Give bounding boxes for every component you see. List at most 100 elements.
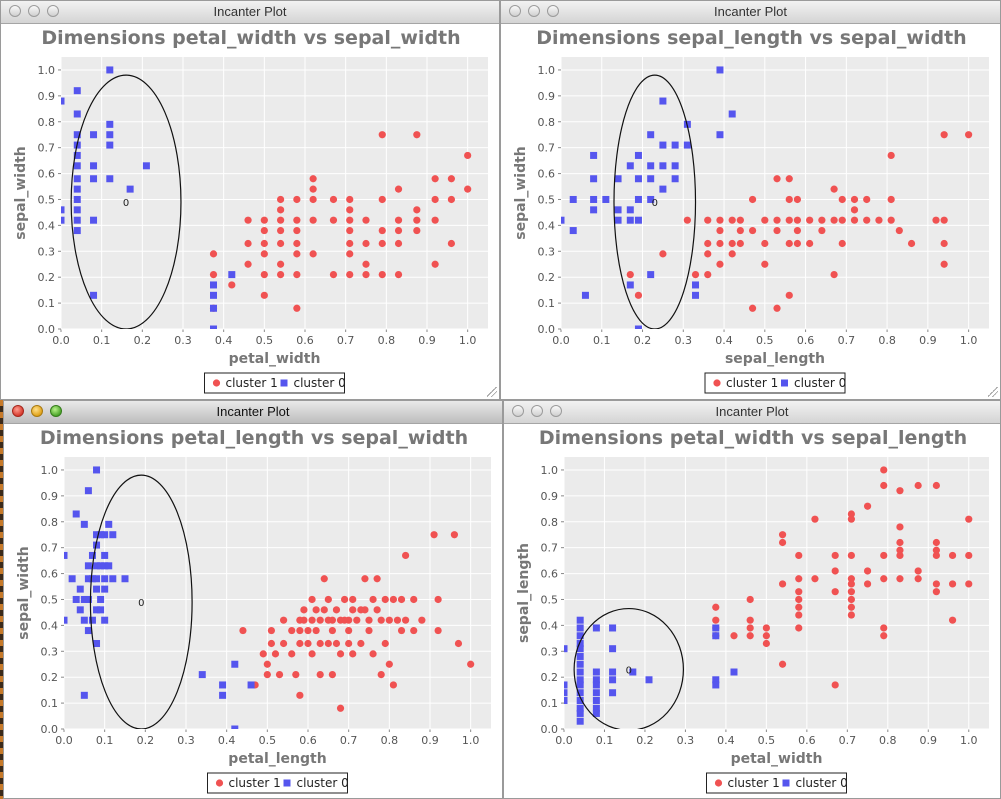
cluster-1-point <box>362 239 370 248</box>
close-button[interactable] <box>509 5 521 17</box>
cluster-1-point <box>785 216 793 224</box>
cluster-1-point <box>880 575 888 583</box>
cluster-1-point <box>965 551 973 560</box>
cluster-1-point <box>381 639 389 648</box>
cluster-0-point <box>609 645 617 653</box>
cluster-0-point <box>101 562 109 570</box>
cluster-0-point <box>84 487 92 495</box>
cluster-1-point <box>402 616 410 624</box>
minimize-button[interactable] <box>531 405 543 417</box>
cluster-1-point <box>349 595 357 604</box>
window-titlebar[interactable]: Incanter Plot <box>4 401 502 424</box>
y-tick-label: 0.0 <box>38 323 56 336</box>
cluster-1-point <box>320 575 328 583</box>
cluster-1-point <box>378 131 386 139</box>
y-axis-label: sepal_length <box>516 543 532 643</box>
close-button[interactable] <box>12 405 24 417</box>
cluster-1-point <box>413 216 421 224</box>
cluster-1-point <box>316 639 324 648</box>
resize-grip[interactable] <box>487 387 497 397</box>
y-tick-label: 0.8 <box>41 516 59 529</box>
cluster-1-point <box>704 216 712 224</box>
scatter-plot: Dimensions petal_length vs sepal_width 0.… <box>16 427 491 794</box>
cluster-1-point <box>716 216 724 224</box>
close-button[interactable] <box>512 405 524 417</box>
cluster-1-point <box>746 624 754 632</box>
window-titlebar[interactable]: Incanter Plot <box>1 1 499 24</box>
cluster-0-point <box>645 676 653 684</box>
cluster-0-point <box>80 520 88 528</box>
resize-grip[interactable] <box>988 387 998 397</box>
x-tick-label: 0.4 <box>218 734 236 747</box>
cluster-1-point <box>716 260 724 268</box>
cluster-1-point <box>762 624 770 632</box>
x-tick-label: 0.2 <box>137 734 155 747</box>
cluster-1-point <box>277 195 285 204</box>
cluster-0-point <box>659 141 667 149</box>
x-tick-label: 0.8 <box>878 334 896 347</box>
cluster-0-point <box>671 175 679 183</box>
cluster-0-point <box>73 206 81 214</box>
window-titlebar[interactable]: Incanter Plot <box>504 401 1000 424</box>
cluster-1-point <box>320 606 328 614</box>
cluster-1-point <box>293 216 301 224</box>
zoom-button[interactable] <box>547 5 559 17</box>
cluster-0-point <box>210 291 217 299</box>
cluster-1-point <box>304 626 312 635</box>
cluster-0-point <box>590 151 598 159</box>
cluster-1-point <box>336 704 345 712</box>
y-tick-label: 0.0 <box>541 723 559 736</box>
cluster-1-point <box>328 671 336 679</box>
cluster-0-point <box>576 652 584 660</box>
zoom-button[interactable] <box>47 5 59 17</box>
cluster-1-point <box>259 650 267 658</box>
cluster-1-point <box>309 185 317 193</box>
y-tick-label: 0.3 <box>541 645 559 658</box>
cluster-1-point <box>228 281 236 289</box>
x-tick-label: 1.0 <box>960 334 978 347</box>
legend-marker-cluster-0 <box>280 379 288 387</box>
zoom-button[interactable] <box>550 405 562 417</box>
zoom-button[interactable] <box>50 405 62 417</box>
cluster-0-point <box>647 131 655 139</box>
cluster-ellipse <box>573 607 684 729</box>
data-layer: 0 <box>61 66 472 329</box>
cluster-1-point <box>691 271 700 279</box>
cluster-1-point <box>793 226 802 235</box>
y-tick-label: 0.5 <box>38 193 56 206</box>
cluster-1-point <box>762 632 770 640</box>
x-tick-label: 0.0 <box>52 334 70 347</box>
x-tick-label: 0.0 <box>552 334 570 347</box>
minimize-button[interactable] <box>31 405 43 417</box>
y-tick-label: 0.1 <box>538 297 556 310</box>
cluster-1-point <box>831 681 839 689</box>
window-title: Incanter Plot <box>714 4 787 19</box>
cluster-1-point <box>806 239 814 248</box>
chart-title: Dimensions sepal_length vs sepal_width <box>536 27 966 49</box>
cluster-1-point <box>880 481 888 490</box>
cluster-1-point <box>847 595 855 604</box>
cluster-1-point <box>907 239 916 248</box>
x-tick-label: 1.0 <box>459 334 477 347</box>
y-axis-label: sepal_width <box>13 146 29 240</box>
cluster-0-point <box>84 595 92 603</box>
y-tick-label: 0.3 <box>41 645 59 658</box>
minimize-button[interactable] <box>28 5 40 17</box>
legend-marker-cluster-1 <box>215 779 224 787</box>
cluster-0-point <box>101 575 109 583</box>
cluster-0-point <box>634 216 642 224</box>
window-titlebar[interactable]: Incanter Plot <box>501 1 1000 24</box>
x-tick-label: 0.8 <box>381 734 399 747</box>
chart-title: Dimensions petal_length vs sepal_width <box>40 427 468 449</box>
cluster-1-point <box>267 639 275 648</box>
cluster-1-point <box>932 538 940 547</box>
minimize-button[interactable] <box>528 5 540 17</box>
cluster-1-point <box>914 481 922 490</box>
cluster-1-point <box>450 531 458 539</box>
cluster-1-point <box>847 588 855 596</box>
cluster-1-point <box>932 551 940 560</box>
cluster-1-point <box>932 216 940 224</box>
cluster-1-point <box>795 588 803 596</box>
cluster-1-point <box>309 216 317 224</box>
close-button[interactable] <box>9 5 21 17</box>
